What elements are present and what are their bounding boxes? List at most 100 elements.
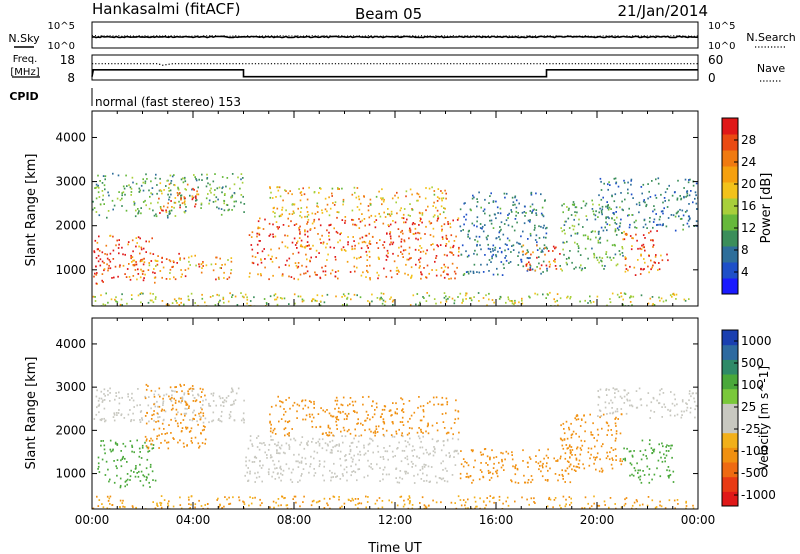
scatter-cell — [435, 255, 438, 257]
scatter-cell — [171, 389, 173, 392]
scatter-cell — [152, 209, 154, 212]
scatter-cell — [154, 479, 157, 482]
scatter-cell — [612, 459, 614, 461]
scatter-cell — [204, 301, 206, 304]
scatter-cell — [609, 412, 611, 415]
scatter-cell — [611, 292, 614, 295]
scatter-cell — [647, 183, 649, 185]
scatter-cell — [605, 457, 608, 460]
scatter-cell — [575, 415, 578, 418]
scatter-cell — [455, 450, 458, 453]
scatter-cell — [377, 277, 379, 280]
scatter-cell — [354, 434, 357, 437]
scatter-cell — [600, 445, 603, 448]
scatter-cell — [489, 195, 491, 197]
scatter-cell — [499, 207, 502, 210]
scatter-cell — [391, 501, 393, 504]
scatter-cell — [527, 219, 530, 222]
scatter-cell — [605, 253, 607, 255]
scatter-cell — [600, 180, 602, 183]
scatter-cell — [150, 418, 153, 420]
scatter-cell — [453, 270, 456, 273]
scatter-cell — [445, 245, 447, 247]
scatter-cell — [659, 223, 661, 226]
scatter-cell — [118, 191, 120, 193]
scatter-cell — [124, 506, 126, 508]
scatter-cell — [589, 413, 591, 416]
scatter-cell — [176, 262, 178, 264]
scatter-cell — [179, 192, 181, 194]
scatter-cell — [304, 230, 306, 233]
scatter-cell — [312, 437, 314, 440]
scatter-cell — [353, 265, 356, 268]
scatter-cell — [184, 401, 187, 403]
scatter-cell — [109, 503, 111, 505]
scatter-cell — [610, 208, 612, 210]
scatter-cell — [275, 196, 277, 198]
scatter-cell — [455, 235, 457, 238]
scatter-cell — [142, 292, 144, 295]
scatter-cell — [293, 401, 296, 404]
scatter-cell — [624, 198, 626, 201]
scatter-cell — [476, 505, 478, 508]
scatter-cell — [383, 241, 386, 243]
scatter-cell — [138, 447, 141, 450]
scatter-cell — [226, 278, 229, 280]
scatter-cell — [341, 435, 343, 437]
scatter-cell — [133, 406, 135, 408]
scatter-cell — [619, 458, 622, 460]
scatter-cell — [422, 472, 424, 475]
scatter-cell — [615, 182, 617, 185]
scatter-cell — [351, 248, 353, 251]
scatter-cell — [351, 218, 353, 221]
scatter-cell — [473, 496, 476, 499]
scatter-cell — [367, 443, 370, 446]
scatter-cell — [280, 215, 282, 217]
scatter-cell — [118, 402, 121, 405]
scatter-cell — [488, 479, 491, 481]
scatter-cell — [629, 399, 631, 402]
scatter-cell — [464, 504, 466, 507]
scatter-cell — [97, 465, 100, 468]
scatter-cell — [287, 225, 290, 227]
scatter-cell — [223, 301, 225, 304]
scatter-cell — [695, 220, 698, 223]
scatter-cell — [639, 475, 642, 478]
scatter-cell — [561, 269, 563, 272]
scatter-cell — [288, 444, 290, 446]
scatter-cell — [148, 420, 150, 423]
scatter-cell — [131, 444, 133, 447]
scatter-cell — [124, 445, 127, 448]
scatter-cell — [365, 506, 367, 509]
scatter-cell — [395, 432, 398, 435]
scatter-cell — [154, 259, 157, 262]
scatter-cell — [358, 227, 361, 229]
scatter-cell — [246, 302, 248, 305]
scatter-cell — [501, 460, 503, 463]
scatter-cell — [453, 456, 455, 458]
scatter-cell — [667, 408, 669, 411]
scatter-cell — [690, 190, 692, 192]
scatter-cell — [514, 481, 517, 484]
scatter-cell — [270, 405, 273, 408]
scatter-cell — [596, 456, 598, 459]
scatter-cell — [569, 463, 572, 466]
scatter-cell — [479, 451, 482, 454]
scatter-cell — [633, 266, 636, 269]
scatter-cell — [197, 394, 200, 397]
scatter-cell — [604, 504, 606, 506]
scatter-cell — [140, 259, 142, 261]
scatter-cell — [233, 200, 236, 203]
scatter-cell — [408, 237, 410, 240]
scatter-cell — [500, 261, 503, 263]
scatter-cell — [399, 496, 402, 498]
scatter-cell — [605, 421, 608, 424]
scatter-cell — [220, 208, 223, 210]
scatter-cell — [108, 194, 110, 197]
scatter-cell — [578, 266, 581, 269]
scatter-cell — [256, 437, 258, 439]
scatter-cell — [560, 227, 562, 229]
scatter-cell — [475, 505, 477, 508]
scatter-cell — [492, 227, 495, 229]
scatter-cell — [642, 268, 644, 271]
